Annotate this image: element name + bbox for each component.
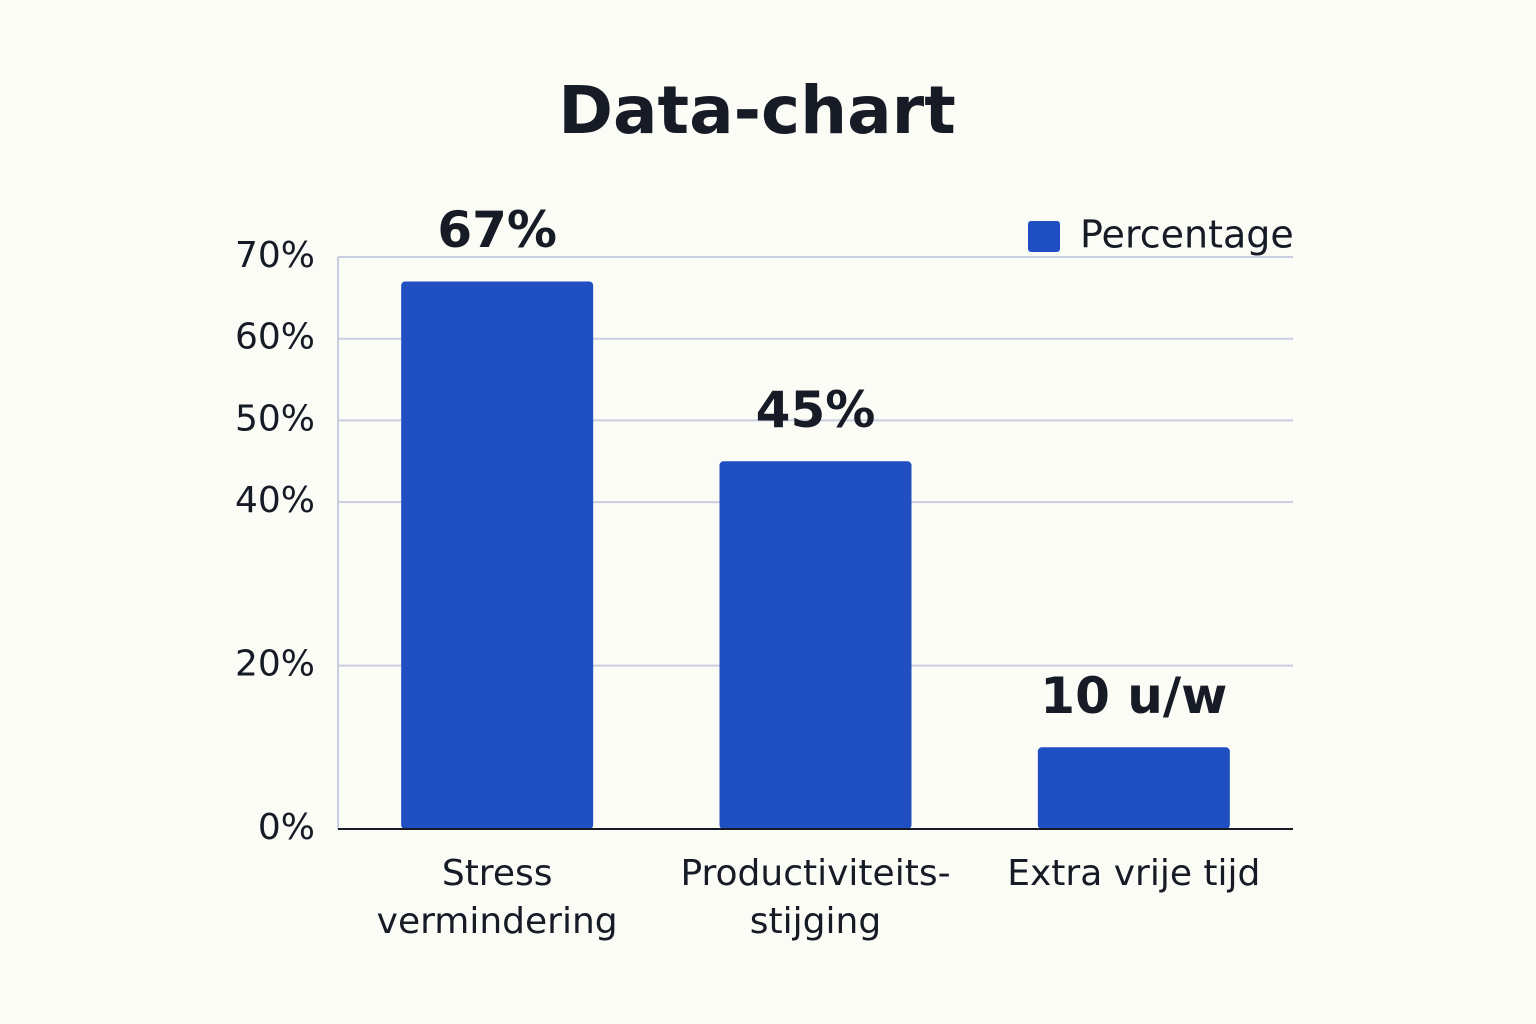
y-tick-label: 50% [235,398,315,439]
bar [401,281,594,829]
legend-swatch [1028,221,1060,252]
y-tick-label: 60% [235,317,315,358]
y-tick-label: 20% [235,644,315,685]
bar [719,461,912,829]
y-tick-label: 70% [235,235,315,276]
data-label: 67% [437,201,557,259]
y-tick-label: 0% [258,807,315,848]
chart-title: Data-chart [558,72,956,149]
legend-label: Percentage [1080,213,1294,257]
x-tick-label: Stress [442,853,553,894]
x-tick-label: Productiviteits- [680,853,950,894]
data-label: 45% [756,381,876,439]
x-tick-label: Extra vrije tijd [1007,853,1260,894]
x-tick-label: vermindering [377,901,618,942]
x-tick-label: stijging [750,901,881,942]
data-label: 10 u/w [1040,667,1227,725]
bar [1037,747,1230,829]
y-tick-label: 40% [235,480,315,521]
